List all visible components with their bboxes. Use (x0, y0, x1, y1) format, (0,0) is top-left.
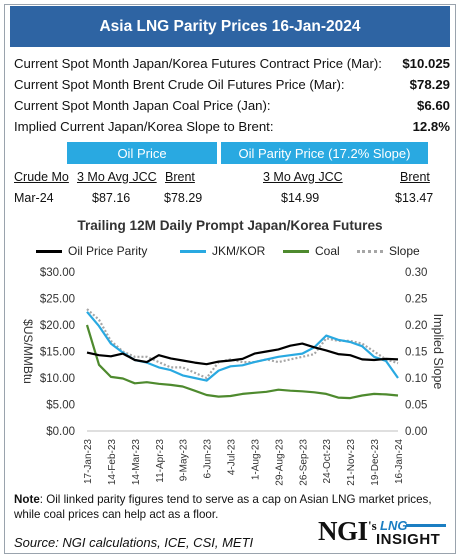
legend-swatch (180, 249, 206, 253)
legend-item-slope: Slope (357, 243, 420, 259)
logo-s: 's (368, 518, 377, 533)
col-header-crude-mo: Crude Mo (14, 170, 69, 184)
cell-parity-brent: $13.47 (395, 191, 434, 205)
summary-row-jk-futures: Current Spot Month Japan/Korea Futures C… (14, 53, 450, 73)
source-line: Source: NGI calculations, ICE, CSI, METI (14, 535, 254, 550)
summary-value: 12.8% (412, 118, 450, 134)
logo-bar (406, 524, 446, 527)
summary-label: Current Spot Month Brent Crude Oil Futur… (14, 76, 345, 92)
legend-swatch (357, 249, 383, 253)
oil-price-header: Oil Price (67, 142, 217, 164)
footnote: Note: Oil linked parity figures tend to … (14, 492, 454, 522)
summary-label: Current Spot Month Japan Coal Price (Jan… (14, 97, 271, 113)
col-header-brent: Brent (165, 170, 195, 184)
legend-item-oil-parity: Oil Price Parity (36, 243, 147, 259)
summary-label: Implied Current Japan/Korea Slope to Bre… (14, 118, 274, 134)
legend-label: Oil Price Parity (68, 244, 148, 258)
figure-frame (4, 4, 456, 554)
legend-label: Coal (315, 244, 340, 258)
legend-item-coal: Coal (283, 243, 340, 259)
legend-label: Slope (389, 244, 420, 258)
legend-swatch (36, 249, 62, 253)
cell-parity-jcc: $14.99 (281, 191, 320, 205)
oil-parity-header: Oil Parity Price (17.2% Slope) (221, 142, 428, 164)
col-header-jcc: 3 Mo Avg JCC (77, 170, 157, 184)
legend-swatch (283, 249, 309, 253)
col-header-parity-jcc: 3 Mo Avg JCC (263, 170, 343, 184)
cell-crude-mo: Mar-24 (14, 191, 54, 205)
logo-insight: INSIGHT (376, 531, 441, 548)
summary-row-slope: Implied Current Japan/Korea Slope to Bre… (14, 116, 450, 136)
page-title: Asia LNG Parity Prices 16-Jan-2024 (10, 6, 450, 47)
summary-value: $6.60 (416, 97, 450, 113)
chart-title: Trailing 12M Daily Prompt Japan/Korea Fu… (77, 218, 383, 233)
cell-brent: $78.29 (164, 191, 203, 205)
summary-row-coal: Current Spot Month Japan Coal Price (Jan… (14, 95, 450, 115)
summary-value: $78.29 (409, 76, 450, 92)
legend-item-jkm: JKM/KOR (180, 243, 265, 259)
col-header-parity-brent: Brent (400, 170, 430, 184)
summary-label: Current Spot Month Japan/Korea Futures C… (14, 55, 382, 71)
summary-row-brent: Current Spot Month Brent Crude Oil Futur… (14, 74, 450, 94)
note-text: : Oil linked parity figures tend to serv… (14, 493, 432, 521)
summary-value: $10.025 (402, 55, 450, 71)
note-label: Note (14, 493, 40, 506)
logo-lng: LNG (380, 518, 408, 533)
cell-jcc: $87.16 (92, 191, 131, 205)
ngi-logo: NGI 's LNG INSIGHT (318, 516, 448, 552)
legend-label: JKM/KOR (212, 244, 266, 258)
logo-ngi: NGI (318, 516, 368, 546)
